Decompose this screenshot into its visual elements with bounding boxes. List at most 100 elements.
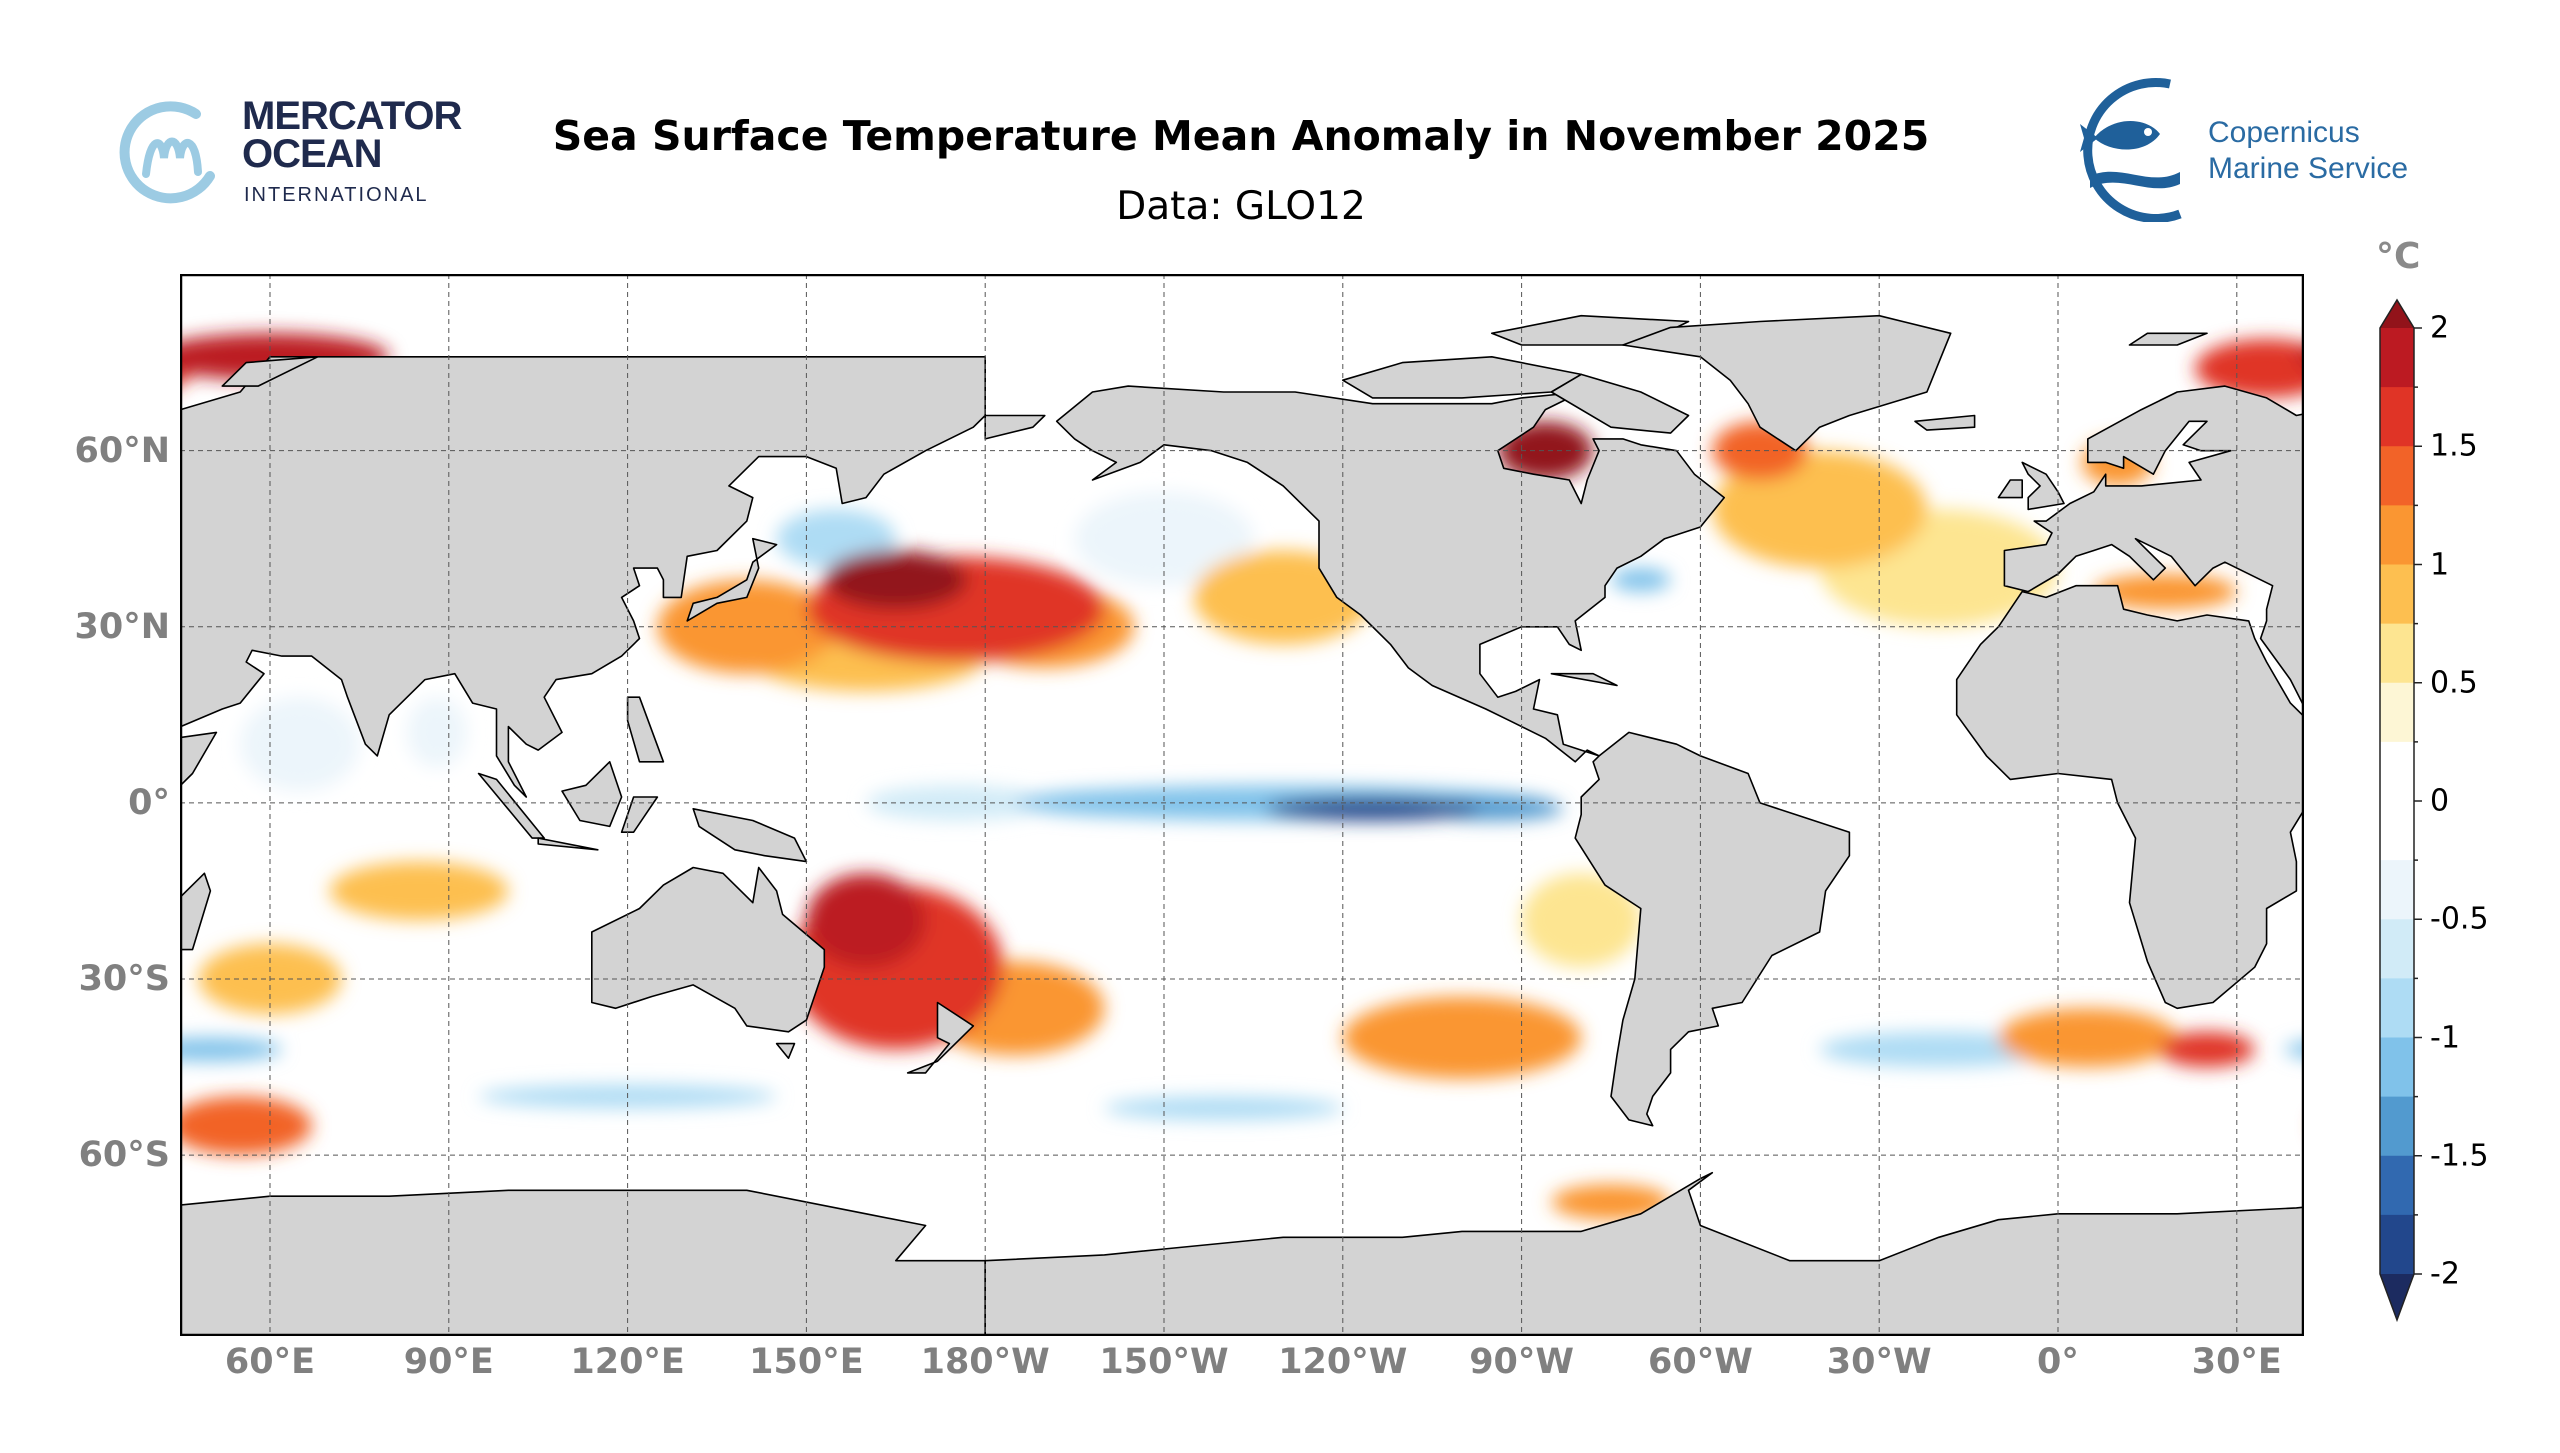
land-masses	[180, 314, 2304, 1336]
latitude-label: 30°S	[78, 958, 170, 999]
land-iceland	[1914, 414, 1976, 431]
land-greenland	[1622, 314, 1952, 452]
colorbar	[2379, 298, 2422, 1323]
colorbar-tick-label: -0.5	[2430, 901, 2489, 937]
land-antarctica	[180, 1189, 986, 1336]
land-java	[537, 837, 599, 851]
latitude-label: 0°	[128, 782, 170, 823]
colorbar-segment	[2380, 1155, 2414, 1216]
colorbar-segment	[2380, 682, 2414, 743]
longitude-label: 90°W	[1469, 1342, 1574, 1382]
longitude-label: 120°W	[1278, 1342, 1408, 1382]
colorbar-tick-label: -2	[2430, 1256, 2460, 1292]
land-antarctica	[984, 1171, 2304, 1336]
land-africa	[1955, 584, 2304, 1010]
land-ellesmere	[1491, 314, 1690, 346]
land-sumatra	[477, 772, 545, 839]
copernicus-marine-logo: Copernicus Marine Service	[2050, 76, 2450, 222]
anomaly-region	[407, 697, 467, 768]
land-great-britain	[2021, 461, 2065, 511]
mercator-m-icon	[119, 101, 215, 204]
colorbar-segment	[2380, 505, 2414, 565]
colorbar-segment	[2380, 564, 2414, 625]
colorbar-tick-label: 2	[2430, 310, 2450, 346]
anomaly-region	[824, 550, 968, 610]
gridlines	[180, 274, 2304, 1336]
sst-anomaly-map	[180, 274, 2304, 1336]
colorbar-segment	[2380, 741, 2414, 802]
colorbar-tick-label: -1.5	[2430, 1138, 2489, 1174]
longitude-label: 30°W	[1826, 1342, 1932, 1382]
colorbar-segment	[2380, 1214, 2414, 1275]
anomaly-field	[180, 333, 2304, 1220]
land-japan	[686, 537, 778, 622]
colorbar-segment	[2380, 387, 2414, 447]
latitude-label: 30°N	[74, 606, 171, 647]
chart-title: Sea Surface Temperature Mean Anomaly in …	[552, 112, 1930, 160]
land-novaya-zemlya	[221, 356, 319, 387]
anomaly-region	[806, 873, 926, 968]
land-australia	[591, 866, 826, 1033]
anomaly-region	[1551, 1184, 1671, 1220]
anomaly-region	[1521, 873, 1641, 968]
land-cuba	[1550, 672, 1618, 687]
mercator-ocean-logo: MERCATOR OCEAN INTERNATIONAL	[118, 96, 498, 206]
anomaly-region	[180, 1037, 282, 1062]
longitude-label: 60°W	[1647, 1342, 1753, 1382]
land-eurasia	[180, 356, 986, 798]
longitude-label: 30°E	[2191, 1342, 2282, 1382]
anomaly-region	[2093, 573, 2237, 610]
colorbar-segment	[2380, 801, 2414, 861]
anomaly-region	[1104, 1096, 1343, 1120]
land-eurasia	[2003, 385, 2304, 709]
land-madagascar	[180, 872, 212, 951]
anomaly-region	[1712, 450, 1927, 569]
anomaly-region	[1998, 1008, 2178, 1068]
anomaly-region	[2195, 339, 2304, 398]
anomaly-region	[180, 1096, 312, 1156]
land-south-america	[1574, 731, 1851, 1127]
longitude-label: 180°W	[920, 1342, 1050, 1382]
latitude-label: 60°S	[78, 1135, 170, 1176]
colorbar-tick-label: 1.5	[2430, 428, 2478, 464]
land-borneo	[561, 761, 623, 828]
longitude-label: 60°E	[224, 1342, 316, 1382]
land-tasmania	[775, 1042, 796, 1059]
anomaly-region	[240, 697, 360, 792]
copernicus-logo-line1: Copernicus	[2208, 116, 2360, 149]
anomaly-region	[2159, 1031, 2255, 1068]
colorbar-segment	[2380, 1037, 2414, 1098]
colorbar-tick-label: 0	[2430, 783, 2450, 819]
colorbar-segment	[2380, 623, 2414, 684]
anomaly-region	[1342, 996, 1582, 1079]
mercator-logo-line3: INTERNATIONAL	[244, 184, 429, 206]
anomaly-region	[329, 861, 509, 921]
colorbar-extend-bottom	[2380, 1274, 2414, 1320]
longitude-label: 150°E	[749, 1342, 864, 1382]
land-baffin	[1550, 373, 1690, 434]
colorbar-segment	[2380, 978, 2414, 1038]
land-new-zealand	[906, 1001, 975, 1074]
colorbar-segment	[2380, 919, 2414, 979]
mercator-logo-line1: MERCATOR	[242, 94, 462, 138]
longitude-label: 0°	[2037, 1342, 2079, 1382]
longitude-label: 90°E	[403, 1342, 494, 1382]
copernicus-logo-line2: Marine Service	[2208, 152, 2409, 185]
anomaly-region	[1265, 797, 1480, 821]
latitude-label: 60°N	[74, 430, 171, 471]
land-svalbard	[2128, 332, 2208, 346]
mercator-logo-line2: OCEAN	[242, 132, 382, 176]
copernicus-fish-icon	[2080, 77, 2182, 222]
land-sulawesi	[620, 796, 659, 833]
map-frame	[180, 274, 2304, 1336]
land-new-guinea	[692, 808, 808, 863]
chart-subtitle: Data: GLO12	[1116, 184, 1366, 229]
land-africa	[180, 731, 218, 787]
colorbar-segment	[2380, 1096, 2414, 1157]
colorbar-segment	[2380, 860, 2414, 920]
colorbar-extend-top	[2380, 300, 2414, 328]
colorbar-tick-label: 0.5	[2430, 665, 2478, 701]
colorbar-segment	[2380, 328, 2414, 388]
colorbar-unit: °C	[2376, 236, 2421, 277]
colorbar-segment	[2380, 446, 2414, 506]
